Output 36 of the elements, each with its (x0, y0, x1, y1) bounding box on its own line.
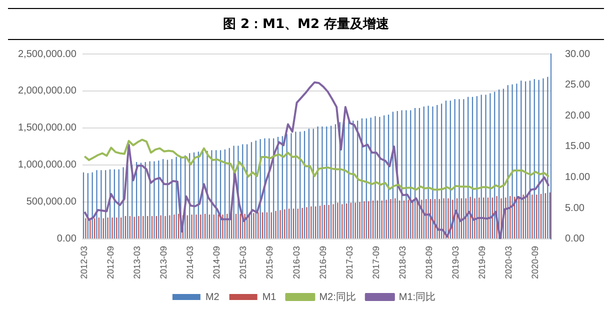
x-tick-label: 2015-09 (264, 246, 275, 279)
x-tick-label: 2012-09 (106, 246, 116, 279)
legend-label: M1 (262, 292, 277, 303)
y2-tick-label: 5.00 (564, 202, 585, 214)
y2-tick-label: 30.00 (564, 48, 590, 60)
chart-title: 图 2：M1、M2 存量及增速 (8, 8, 604, 40)
y2-tick-label: 0.00 (564, 234, 585, 245)
x-tick-label: 2016-09 (318, 246, 328, 279)
y2-tick-label: 15.00 (564, 141, 590, 152)
x-tick-label: 2019-09 (476, 246, 487, 279)
y-tick-label: 1,500,000.00 (18, 122, 77, 134)
y2-tick-label: 10.00 (564, 172, 590, 184)
legend-label: M2:同比 (319, 290, 356, 303)
x-tick-label: 2014-09 (212, 246, 222, 279)
y-tick-label: 0.00 (56, 234, 77, 245)
x-tick-label: 2015-03 (238, 246, 248, 279)
y2-tick-label: 20.00 (564, 110, 590, 122)
x-tick-label: 2017-03 (344, 246, 354, 279)
legend-label: M2 (205, 292, 220, 303)
legend-label: M1:同比 (398, 290, 436, 303)
x-tick-label: 2014-03 (185, 246, 196, 279)
x-tick-label: 2018-09 (424, 246, 434, 279)
x-tick-label: 2017-09 (370, 246, 381, 279)
x-tick-label: 2019-03 (450, 246, 460, 279)
y-tick-label: 2,500,000.00 (18, 48, 77, 60)
x-tick-label: 2020-09 (530, 246, 540, 279)
x-tick-label: 2013-03 (132, 246, 142, 279)
y2-tick-label: 25.00 (564, 80, 590, 91)
y-tick-label: 500,000.00 (26, 196, 77, 208)
x-tick-label: 2020-03 (503, 246, 514, 279)
y-tick-label: 1,000,000.00 (18, 160, 77, 171)
x-tick-label: 2013-09 (158, 246, 169, 279)
x-tick-label: 2018-03 (397, 246, 408, 279)
y-tick-label: 2,000,000.00 (18, 86, 77, 97)
x-tick-label: 2016-03 (291, 246, 302, 279)
x-tick-label: 2012-03 (79, 246, 90, 279)
